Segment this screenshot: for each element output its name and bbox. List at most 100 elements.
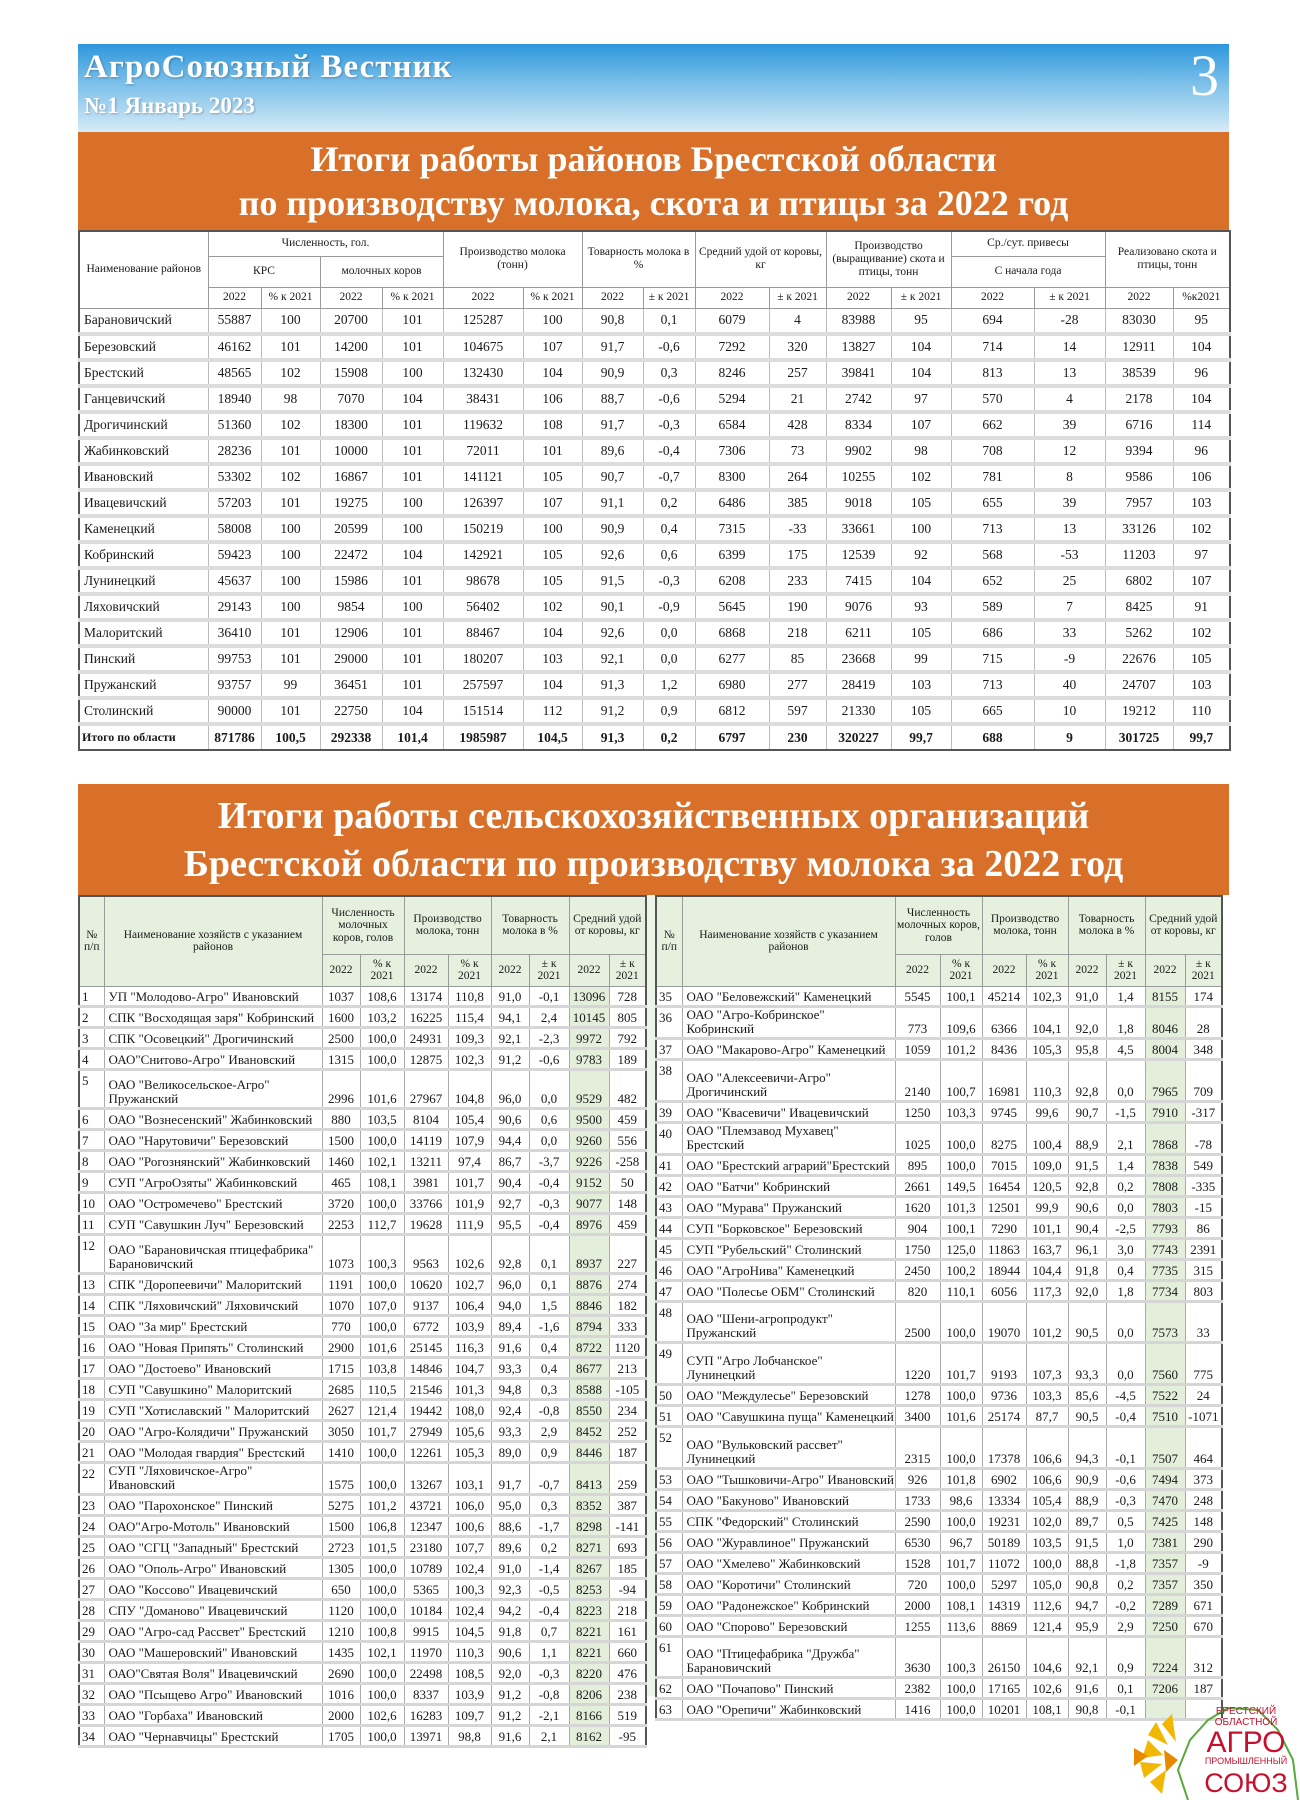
cell: 102,3	[447, 1048, 492, 1071]
cell: 549	[1184, 1154, 1223, 1177]
cell: 92,0	[1067, 1280, 1107, 1303]
table-row: 31 ОАО"Святая Воля" Ивацевичский 2690 100,0…	[78, 1662, 647, 1686]
cell: 519	[608, 1704, 647, 1728]
table-row: Малоритский 36410 101 12906 101 88467 104 92,6 0…	[78, 620, 1231, 648]
cell: 1220	[894, 1342, 941, 1387]
cell: 0,4	[642, 516, 696, 544]
row-number: 58	[655, 1573, 683, 1596]
cell: 708	[950, 438, 1035, 466]
cell: 0,3	[642, 360, 696, 388]
cell: 3981	[403, 1171, 449, 1194]
cell: 125287	[442, 308, 524, 336]
row-number: 63	[655, 1698, 683, 1722]
cell: 292338	[319, 724, 383, 750]
cell: 100	[381, 516, 444, 544]
cell: 24707	[1104, 672, 1174, 700]
cell: 2685	[321, 1378, 361, 1402]
row-number: 39	[655, 1101, 683, 1124]
cell: -3,7	[528, 1150, 570, 1173]
page-number: 3	[1190, 43, 1219, 108]
table-row: Барановичский 55887 100 20700 101 125287 100 90…	[78, 308, 1231, 336]
cell: 7315	[694, 516, 770, 544]
cell: 1,0	[1105, 1531, 1146, 1554]
district-name: Дрогичинский	[78, 412, 209, 440]
farm-name: СУП "Хотиславский " Малоритский	[103, 1399, 323, 1423]
cell: 100,7	[939, 1059, 983, 1103]
table-row: 7 ОАО "Нарутовичи" Березовский 1500 100,0 14…	[78, 1129, 647, 1152]
cell: 101	[381, 620, 444, 648]
header-milk: Производство молока, тонн	[403, 895, 492, 955]
cell: 45214	[981, 986, 1027, 1009]
cell: 101	[381, 568, 444, 596]
cell: 6980	[694, 672, 770, 700]
cell: 104	[522, 360, 583, 388]
cell: 90,5	[1067, 1405, 1107, 1429]
table-row: 15 ОАО "За мир" Брестский 770 100,0 6772 103,…	[78, 1315, 647, 1339]
cell: 100,0	[359, 1048, 405, 1071]
cell: 8334	[825, 412, 892, 440]
cell: 185	[608, 1557, 647, 1581]
cell: 2500	[321, 1027, 361, 1050]
subheader: 2022	[207, 286, 262, 309]
farm-name: ОАО "Макарово-Агро" Каменецкий	[681, 1038, 896, 1062]
cell: 22498	[403, 1662, 449, 1686]
cell: 0,4	[1105, 1259, 1146, 1282]
cell: 91,6	[490, 1725, 530, 1749]
cell: 101,2	[359, 1494, 405, 1518]
cell: 91,2	[581, 698, 644, 726]
header-livestock: Производство (выращивание) скота и птицы…	[825, 230, 952, 288]
cell: 101	[522, 438, 583, 466]
cell: 89,6	[490, 1536, 530, 1560]
cell: 9915	[403, 1620, 449, 1644]
section1-title: Итоги работы районов Брестской области п…	[78, 132, 1229, 230]
cell: 101	[381, 438, 444, 466]
cell: 33126	[1104, 516, 1174, 544]
cell: 1500	[321, 1129, 361, 1152]
cell: 1416	[894, 1698, 941, 1722]
cell: 175	[768, 542, 827, 570]
cell: 101	[260, 698, 321, 726]
cell: 89,0	[490, 1441, 530, 1465]
cell: 3,0	[1105, 1238, 1146, 1261]
subheader: 2022	[981, 953, 1027, 987]
cell: 13096	[568, 986, 610, 1008]
cell: 257	[768, 360, 827, 388]
subheader: % к 2021	[359, 953, 405, 987]
cell: 7070	[319, 386, 383, 414]
cell: -1,7	[528, 1515, 570, 1539]
cell: 108,5	[447, 1662, 492, 1686]
cell: 90,4	[1067, 1217, 1107, 1240]
cell: 385	[768, 490, 827, 518]
cell: 2,4	[528, 1006, 570, 1029]
cell: -0,1	[1105, 1698, 1146, 1722]
table-row: 60 ОАО "Спорово" Березовский 1255 113,6 8869…	[655, 1615, 1223, 1638]
cell: 92	[890, 542, 952, 570]
table-row: Жабинковский 28236 101 10000 101 72011 101 89,6…	[78, 438, 1231, 466]
cell: 33766	[403, 1192, 449, 1215]
table-row: 22 СУП "Ляховичское-Агро" Ивановский 1575 1…	[78, 1462, 647, 1497]
farm-name: СУП "Борковское" Березовский	[681, 1217, 896, 1240]
cell: 109,0	[1025, 1154, 1069, 1177]
cell: 100,0	[359, 1462, 405, 1497]
cell: -0,1	[1105, 1426, 1146, 1470]
cell: 1059	[894, 1038, 941, 1062]
logo-text: АГРО	[1207, 1726, 1286, 1759]
table-row: 42 ОАО "Батчи" Кобринский 2661 149,5 16454 12…	[655, 1175, 1223, 1198]
cell: 10201	[981, 1698, 1027, 1722]
cell: 660	[608, 1641, 647, 1665]
row-number: 35	[655, 986, 683, 1009]
cell: 7507	[1144, 1426, 1186, 1470]
cell: 8446	[568, 1441, 610, 1465]
cell: 13211	[403, 1150, 449, 1173]
cell: 101,6	[939, 1405, 983, 1429]
cell: 4,5	[1105, 1038, 1146, 1062]
cell: 40	[1033, 672, 1106, 700]
cell: 91,1	[581, 490, 644, 518]
cell: 95	[890, 308, 952, 336]
cell: 90,7	[1067, 1101, 1107, 1124]
farm-name: ОАО "Тышковичи-Агро" Ивановский	[681, 1468, 896, 1491]
cell: 91,2	[490, 1704, 530, 1728]
cell: 117,3	[1025, 1280, 1069, 1303]
cell: 92,1	[490, 1027, 530, 1050]
cell: 773	[894, 1006, 941, 1041]
